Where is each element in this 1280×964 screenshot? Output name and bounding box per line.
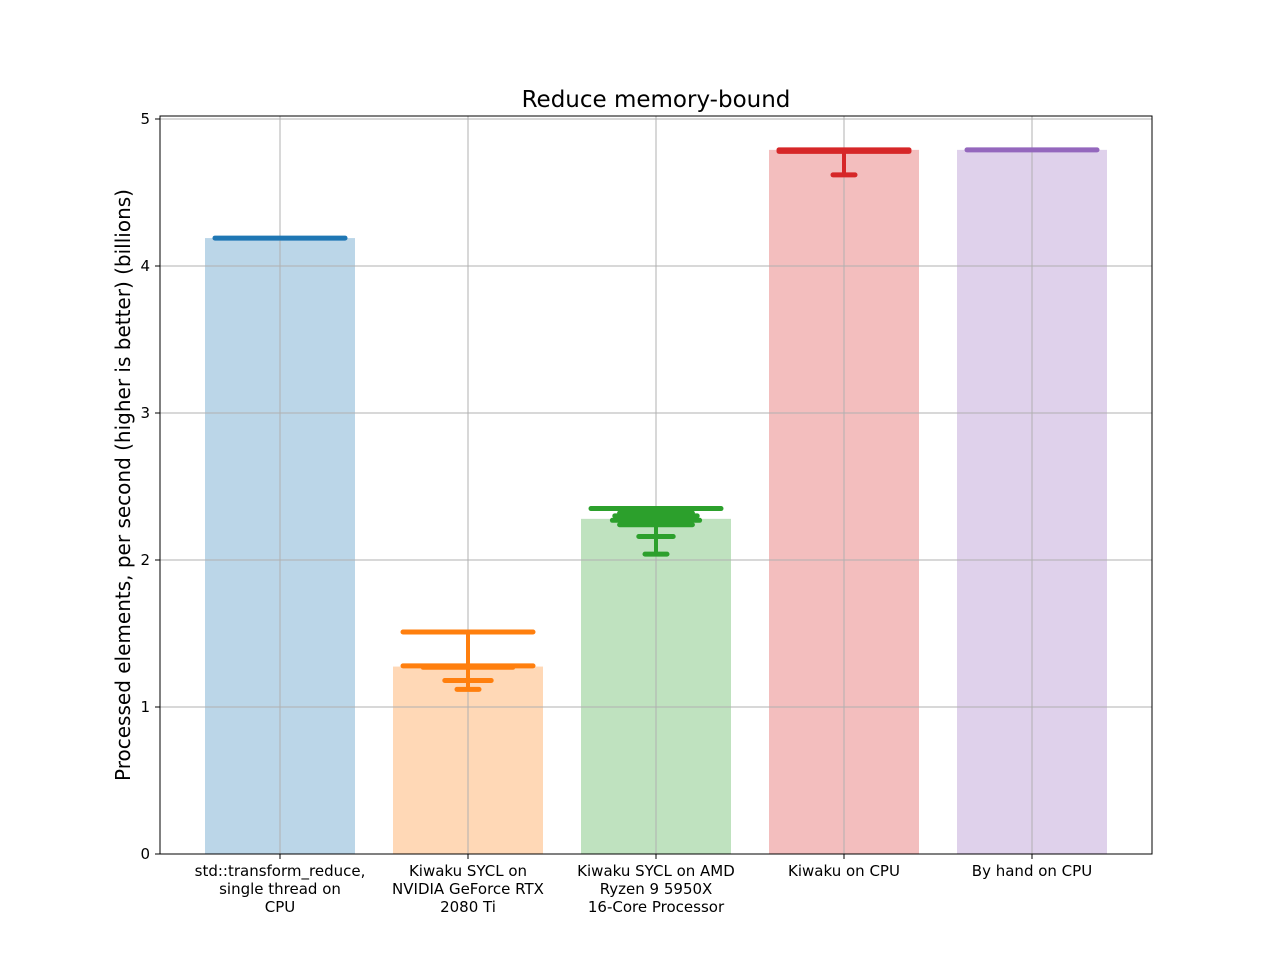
- y-axis-ticks: 0 1 2 3 4 5: [140, 110, 160, 863]
- y-tick-label: 2: [140, 551, 150, 569]
- y-tick-label: 0: [140, 845, 150, 863]
- x-tick-label-5: By hand on CPU: [972, 862, 1092, 880]
- x-tick-label-4: Kiwaku on CPU: [788, 862, 900, 880]
- y-tick-label: 5: [140, 110, 150, 128]
- chart-title: Reduce memory-bound: [522, 87, 791, 113]
- y-axis-label: Processed elements, per second (higher i…: [111, 189, 135, 781]
- x-tick-label-3: Kiwaku SYCL on AMD Ryzen 9 5950X 16-Core P…: [577, 862, 735, 916]
- y-tick-label: 1: [140, 698, 150, 716]
- y-tick-label: 3: [140, 404, 150, 422]
- x-tick-label-2: Kiwaku SYCL on NVIDIA GeForce RTX 2080 Ti: [392, 862, 544, 916]
- x-tick-label-1: std::transform_reduce, single thread on CP…: [195, 862, 366, 916]
- y-tick-label: 4: [140, 257, 150, 275]
- samples-layer: [212, 147, 1100, 692]
- x-axis-ticks: std::transform_reduce, single thread on CP…: [195, 854, 1092, 916]
